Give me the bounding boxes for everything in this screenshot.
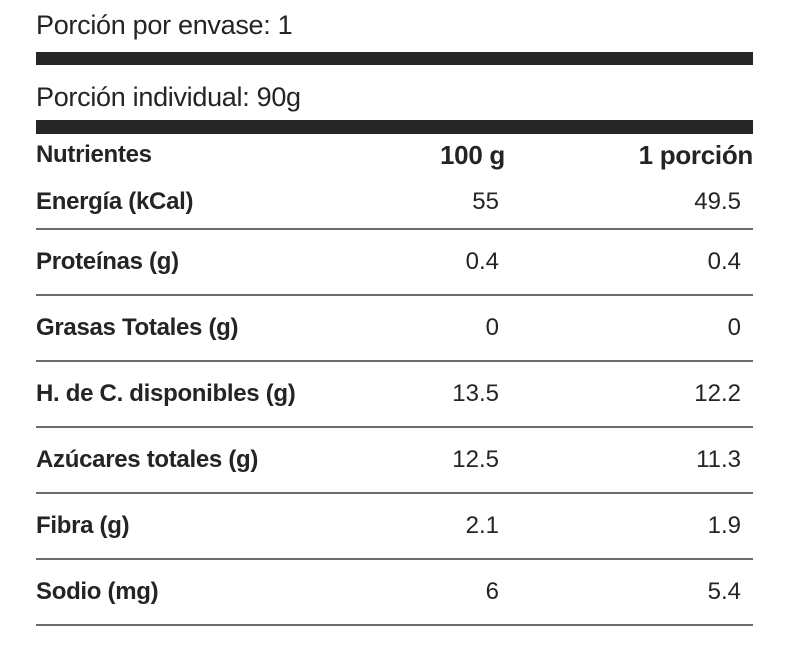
table-row: Grasas Totales (g) 0 0 [36, 294, 753, 360]
nutrient-label: Proteínas (g) [36, 248, 179, 275]
table-row: Sodio (mg) 6 5.4 [36, 558, 753, 624]
value-per-portion: 5.4 [707, 578, 741, 605]
value-per-portion: 49.5 [694, 188, 741, 215]
table-row: Azúcares totales (g) 12.5 11.3 [36, 426, 753, 492]
column-header-per-portion: 1 porción [638, 139, 754, 170]
nutrient-label: H. de C. disponibles (g) [36, 380, 296, 407]
value-per-portion: 11.3 [696, 446, 741, 473]
table-row: Energía (kCal) 55 49.5 [36, 176, 753, 228]
nutrient-label: Fibra (g) [36, 512, 130, 539]
table-bottom-border [36, 624, 753, 626]
table-row: Fibra (g) 2.1 1.9 [36, 492, 753, 558]
value-per-portion: 12.2 [694, 380, 741, 407]
nutrition-table: Nutrientes 100 g 1 porción Energía (kCal… [36, 134, 753, 626]
value-per-100g: 13.5 [452, 380, 499, 407]
column-header-per-100g: 100 g [440, 139, 505, 170]
value-per-100g: 55 [472, 188, 499, 215]
divider-bar [36, 120, 753, 134]
nutrient-label: Energía (kCal) [36, 188, 194, 215]
nutrient-label: Azúcares totales (g) [36, 446, 259, 473]
value-per-portion: 0.4 [707, 248, 741, 275]
value-per-100g: 2.1 [465, 512, 499, 539]
portion-per-package-title: Porción por envase: 1 [36, 10, 293, 40]
nutrient-label: Sodio (mg) [36, 578, 159, 605]
divider-bar [36, 52, 753, 65]
column-header-nutrients: Nutrientes [36, 141, 152, 168]
value-per-100g: 0 [485, 314, 499, 341]
nutrient-label: Grasas Totales (g) [36, 314, 239, 341]
value-per-100g: 6 [485, 578, 499, 605]
value-per-portion: 1.9 [707, 512, 741, 539]
individual-portion-title: Porción individual: 90g [36, 82, 301, 112]
table-row: H. de C. disponibles (g) 13.5 12.2 [36, 360, 753, 426]
value-per-100g: 0.4 [465, 248, 499, 275]
value-per-100g: 12.5 [452, 446, 499, 473]
table-row: Proteínas (g) 0.4 0.4 [36, 228, 753, 294]
table-header-row: Nutrientes 100 g 1 porción [36, 134, 753, 176]
value-per-portion: 0 [727, 314, 741, 341]
